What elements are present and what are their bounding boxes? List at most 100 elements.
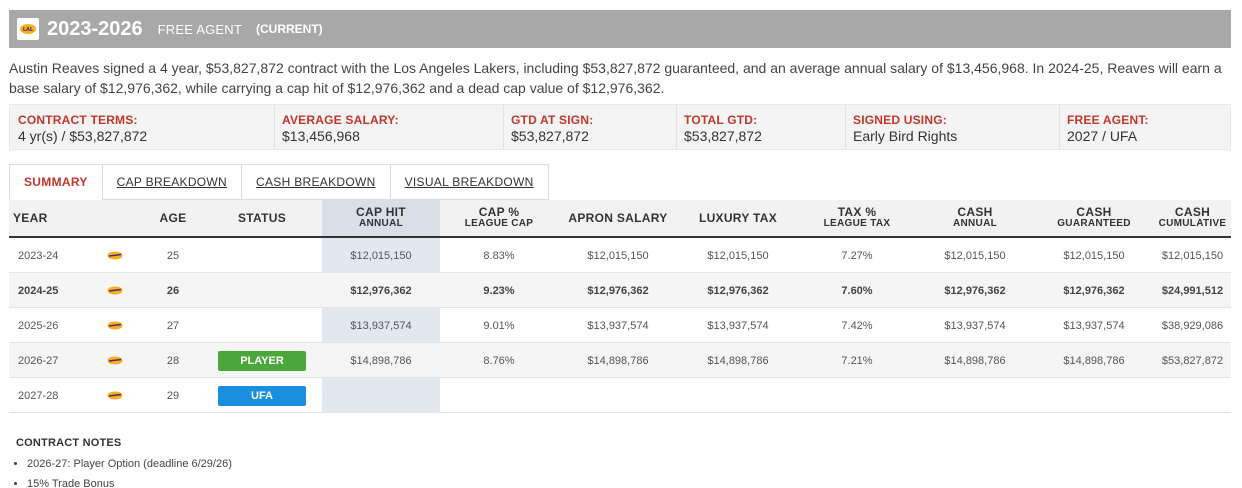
term-label: CONTRACT TERMS: [18,113,138,127]
header-tax-pct-sub: LEAGUE TAX [823,218,891,229]
cell-cash-cumulative [1154,378,1231,413]
cell-status [217,273,307,308]
tab-summary[interactable]: SUMMARY [9,164,103,200]
header-luxury-tax: LUXURY TAX [698,211,778,225]
table-body: 2023-24 25 $12,015,150 8.83% $12,015,150 $12,… [9,238,1231,413]
tab-cap-breakdown[interactable]: CAP BREAKDOWN [101,164,243,200]
header-tax-pct: TAX % LEAGUE TAX [798,200,916,236]
header-cap-pct: CAP % LEAGUE CAP [440,200,558,236]
lakers-logo-icon: LAL [17,18,39,40]
cell-status: UFA [217,378,307,413]
contract-tabs: SUMMARY CAP BREAKDOWN CASH BREAKDOWN VIS… [9,164,549,200]
header-cap-hit-label: CAP HIT [356,205,406,219]
lakers-logo-icon [107,321,123,330]
contract-terms-bar: CONTRACT TERMS: 4 yr(s) / $53,827,872 AV… [9,104,1231,150]
term-label: SIGNED USING: [853,113,947,127]
cell-cash-cumulative: $38,929,086 [1161,319,1224,332]
term-free-agent: FREE AGENT: 2027 / UFA [1059,105,1230,149]
header-cash-gtd-label: CASH [1076,205,1112,219]
cell-cash-annual: $13,937,574 [944,319,1006,332]
cell-luxury-tax: $14,898,786 [707,354,769,367]
svg-text:LAL: LAL [23,27,34,33]
table-row: 2027-28 29 UFA [9,378,1231,413]
term-label: AVERAGE SALARY: [282,113,399,127]
cell-luxury-tax [678,378,798,413]
term-label: GTD AT SIGN: [511,113,594,127]
cell-apron-salary: $12,015,150 [587,249,649,262]
lakers-logo-icon [107,251,123,260]
cell-cash-guaranteed: $14,898,786 [1063,354,1125,367]
term-label: FREE AGENT: [1067,113,1149,127]
contract-years: 2023-2026 [47,17,143,40]
table-row: 2024-25 26 $12,976,362 9.23% $12,976,362 $12,… [9,273,1231,308]
header-year: YEAR [13,211,48,225]
lakers-logo-icon [107,356,123,365]
lakers-logo-icon [107,286,123,295]
cell-year: 2025-26 [18,319,59,332]
cell-cash-cumulative: $24,991,512 [1161,284,1224,297]
cell-cap-pct: 8.83% [483,249,515,262]
cell-tax-pct: 7.42% [841,319,873,332]
term-total-gtd: TOTAL GTD: $53,827,872 [676,105,846,149]
term-label: TOTAL GTD: [684,113,758,127]
cell-age: 29 [166,389,180,402]
cell-age: 26 [166,284,180,297]
term-value: $53,827,872 [684,128,762,144]
cell-cash-cumulative: $12,015,150 [1161,249,1224,262]
term-value: $13,456,968 [282,128,360,144]
header-status: STATUS [237,211,287,225]
cell-luxury-tax: $13,937,574 [707,319,769,332]
term-gtd-at-sign: GTD AT SIGN: $53,827,872 [503,105,677,149]
term-average-salary: AVERAGE SALARY: $13,456,968 [274,105,504,149]
cell-apron-salary: $13,937,574 [587,319,649,332]
cell-cash-annual: $12,015,150 [944,249,1006,262]
header-age: AGE [159,211,187,225]
contract-summary: Austin Reaves signed a 4 year, $53,827,8… [9,60,1222,96]
cell-cap-pct: 8.76% [483,354,515,367]
term-value: Early Bird Rights [853,128,958,144]
cell-year: 2027-28 [18,389,59,402]
contract-notes-title: CONTRACT NOTES [16,437,122,449]
cell-age: 25 [166,249,180,262]
cell-cap-hit: $14,898,786 [350,354,412,367]
header-cash-guaranteed: CASH GUARANTEED [1034,200,1154,236]
cell-apron-salary: $14,898,786 [587,354,649,367]
term-value: $53,827,872 [511,128,589,144]
table-row: 2025-26 27 $13,937,574 9.01% $13,937,574 $13,… [9,308,1231,343]
cell-tax-pct: 7.21% [841,354,873,367]
header-cap-pct-label: CAP % [478,205,520,219]
header-cap-hit: CAP HIT ANNUAL [322,200,440,236]
cell-cap-hit [322,378,440,413]
cell-cap-pct [440,378,558,413]
current-label: (CURRENT) [256,22,323,36]
header-cap-pct-sub: LEAGUE CAP [464,218,534,229]
term-contract-terms: CONTRACT TERMS: 4 yr(s) / $53,827,872 [10,105,275,149]
header-cash-cum-sub: CUMULATIVE [1158,218,1227,229]
contract-table: YEAR AGE STATUS CAP HIT ANNUAL CAP % LEA… [9,200,1231,413]
header-tax-pct-label: TAX % [837,205,877,219]
term-value: 4 yr(s) / $53,827,872 [18,128,148,144]
cell-cap-hit: $12,976,362 [350,284,412,297]
cell-year: 2026-27 [18,354,59,367]
header-cash-annual-sub: ANNUAL [952,218,998,229]
cell-team-logo [105,343,125,378]
header-cash-cum-label: CASH [1174,205,1211,219]
contract-notes-list: 2026-27: Player Option (deadline 6/29/26… [27,458,232,488]
table-header: YEAR AGE STATUS CAP HIT ANNUAL CAP % LEA… [9,200,1231,238]
cell-apron-salary [558,378,678,413]
cell-status [217,308,307,343]
cell-luxury-tax: $12,015,150 [707,249,769,262]
contract-status: FREE AGENT [157,21,243,37]
player-option-badge: PLAYER [218,350,306,371]
header-cap-hit-sub: ANNUAL [358,218,404,229]
term-signed-using: SIGNED USING: Early Bird Rights [845,105,1060,149]
tab-cash-breakdown[interactable]: CASH BREAKDOWN [241,164,391,200]
cell-cash-annual [916,378,1034,413]
tab-visual-breakdown[interactable]: VISUAL BREAKDOWN [389,164,549,200]
contract-header: LAL 2023-2026 FREE AGENT (CURRENT) [9,10,1231,48]
header-cash-annual: CASH ANNUAL [916,200,1034,236]
cell-tax-pct: 7.60% [841,284,873,297]
cell-apron-salary: $12,976,362 [587,284,649,297]
header-cash-cumulative: CASH CUMULATIVE [1154,200,1231,236]
cell-age: 28 [166,354,180,367]
